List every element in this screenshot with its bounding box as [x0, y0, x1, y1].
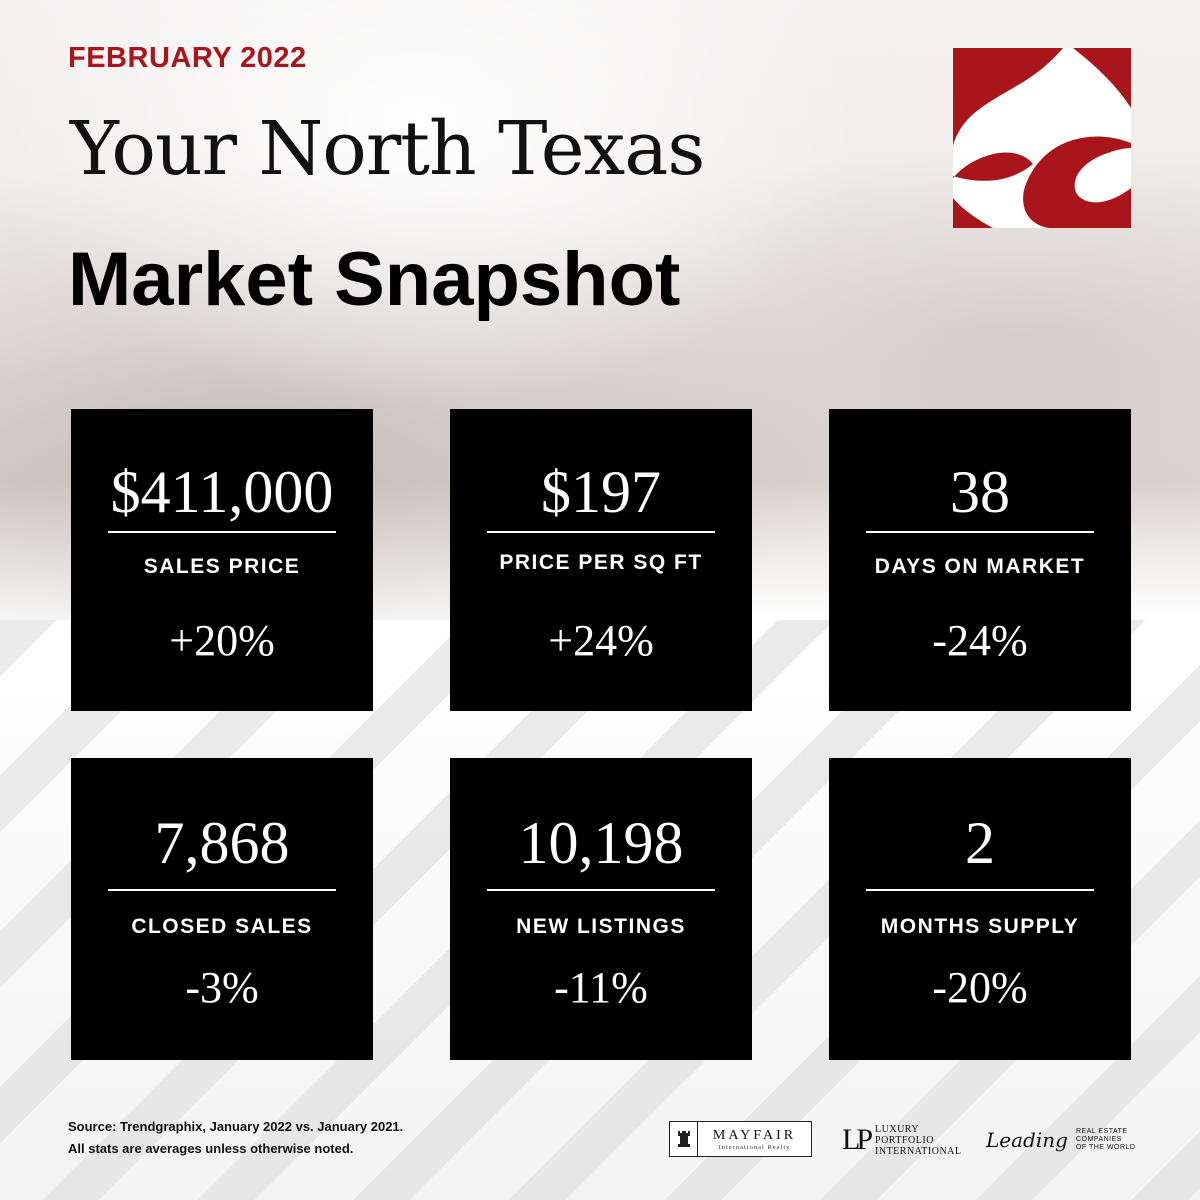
stat-value: 7,868 [154, 810, 290, 876]
mayfair-sub: International Realty [718, 1143, 791, 1151]
stat-change: +20% [169, 616, 275, 665]
stat-divider [866, 889, 1094, 891]
rook-crest-icon [670, 1122, 698, 1156]
stat-divider [487, 531, 715, 533]
stat-label: CLOSED SALES [131, 915, 313, 938]
stat-change: -11% [554, 963, 648, 1012]
page-title-line1: Your North Texas [70, 106, 705, 192]
luxury-portfolio-logo: LP LUXURY PORTFOLIO INTERNATIONAL [842, 1120, 962, 1160]
month-label: FEBRUARY 2022 [68, 42, 307, 74]
stat-label: MONTHS SUPPLY [880, 915, 1080, 938]
stat-label: DAYS ON MARKET [874, 555, 1086, 578]
stat-divider [487, 889, 715, 891]
lpi-mark: LP [842, 1123, 873, 1156]
stat-value: $197 [541, 459, 661, 525]
stat-tile-months-supply: 2 MONTHS SUPPLY -20% [829, 758, 1131, 1060]
stat-divider [108, 889, 336, 891]
stat-label: NEW LISTINGS [516, 915, 686, 938]
brand-logo-icon [953, 48, 1131, 228]
stat-tile-sales-price: $411,000 SALES PRICE +20% [71, 409, 373, 711]
leading-line2: COMPANIES [1075, 1136, 1122, 1143]
lpi-line1: LUXURY [875, 1123, 920, 1135]
stat-change: +24% [548, 616, 654, 665]
leading-line3: OF THE WORLD [1075, 1144, 1136, 1151]
mayfair-logo: MAYFAIR International Realty [669, 1121, 812, 1157]
stat-tile-days-on-market: 38 DAYS ON MARKET -24% [829, 409, 1131, 711]
stat-tile-new-listings: 10,198 NEW LISTINGS -11% [450, 758, 752, 1060]
leading-companies-logo: Leading REAL ESTATE COMPANIES OF THE WOR… [986, 1120, 1135, 1160]
lpi-line3: INTERNATIONAL [875, 1145, 962, 1157]
source-disclaimer: All stats are averages unless otherwise … [68, 1141, 354, 1156]
stat-value: $411,000 [110, 459, 334, 525]
source-note: Source: Trendgraphix, January 2022 vs. J… [68, 1116, 403, 1160]
stat-divider [108, 531, 336, 533]
stat-label: PRICE PER SQ FT [499, 551, 703, 574]
stat-value: 2 [965, 810, 995, 876]
stat-label: SALES PRICE [143, 555, 301, 578]
stat-value: 38 [950, 459, 1010, 525]
stat-change: -24% [932, 616, 1028, 665]
stat-tile-closed-sales: 7,868 CLOSED SALES -3% [71, 758, 373, 1060]
leading-script: Leading [986, 1128, 1068, 1152]
page-title-line2: Market Snapshot [68, 237, 681, 322]
stat-change: -20% [932, 963, 1028, 1012]
stat-tile-price-per-sqft: $197 PRICE PER SQ FT +24% [450, 409, 752, 711]
stat-value: 10,198 [518, 810, 684, 876]
stat-change: -3% [185, 963, 259, 1012]
lpi-line2: PORTFOLIO [875, 1134, 934, 1146]
mayfair-name: MAYFAIR [712, 1127, 797, 1143]
stat-divider [866, 531, 1094, 533]
source-line: Source: Trendgraphix, January 2022 vs. J… [68, 1119, 404, 1134]
leading-line1: REAL ESTATE [1075, 1128, 1128, 1135]
